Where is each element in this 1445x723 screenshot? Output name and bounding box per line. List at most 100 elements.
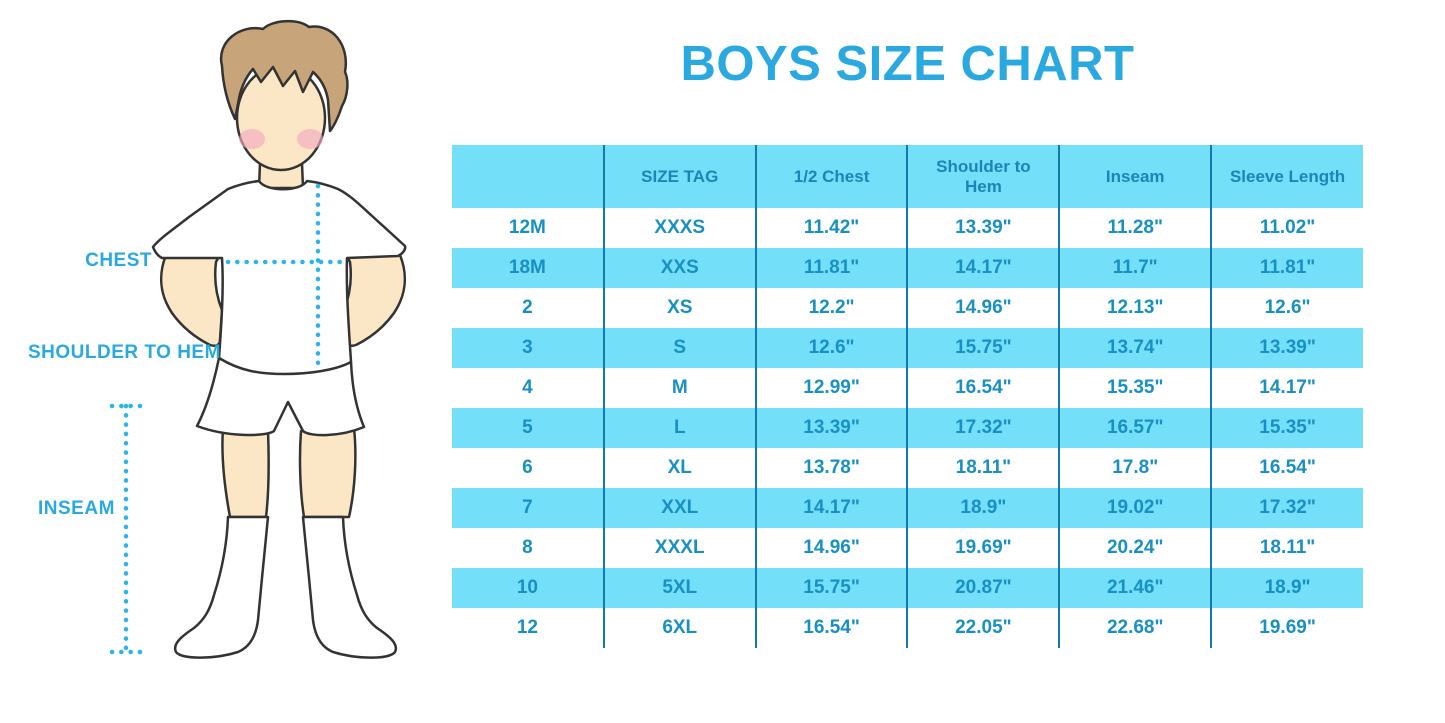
- value-cell: 16.54": [1210, 448, 1363, 488]
- hair: [219, 20, 349, 133]
- chest-label: CHEST: [85, 250, 152, 271]
- value-cell: 13.74": [1058, 328, 1212, 368]
- page-title: BOYS SIZE CHART: [680, 37, 1135, 91]
- table-row: 12M XXXS 11.42" 13.39" 11.28" 11.02": [452, 208, 1363, 248]
- value-cell: 15.75": [754, 568, 908, 608]
- column-header: SIZE TAG: [602, 145, 756, 208]
- value-cell: 18.11": [1210, 528, 1363, 568]
- value-cell: 12.13": [1058, 288, 1212, 328]
- right-blush: [297, 129, 323, 149]
- size-cell: 3: [452, 328, 604, 368]
- value-cell: 12.2": [754, 288, 908, 328]
- value-cell: 14.96": [754, 528, 908, 568]
- size-cell: 7: [452, 488, 604, 528]
- size-cell: 10: [452, 568, 604, 608]
- table-row: 12 6XL 16.54" 22.05" 22.68" 19.69": [452, 608, 1363, 648]
- value-cell: 14.96": [906, 288, 1060, 328]
- table-row: 5 L 13.39" 17.32" 16.57" 15.35": [452, 408, 1363, 448]
- value-cell: 17.32": [1210, 488, 1363, 528]
- left-thigh: [221, 426, 270, 519]
- value-cell: S: [602, 328, 756, 368]
- value-cell: 15.75": [906, 328, 1060, 368]
- value-cell: 18.9": [906, 488, 1060, 528]
- shoulder-to-hem-label: SHOULDER TO HEM: [28, 342, 221, 363]
- value-cell: 15.35": [1058, 368, 1212, 408]
- value-cell: XL: [602, 448, 756, 488]
- value-cell: 14.17": [754, 488, 908, 528]
- value-cell: 13.78": [754, 448, 908, 488]
- value-cell: 19.02": [1058, 488, 1212, 528]
- value-cell: 11.81": [754, 248, 908, 288]
- value-cell: XXXL: [602, 528, 756, 568]
- value-cell: XS: [602, 288, 756, 328]
- size-cell: 12: [452, 608, 604, 648]
- value-cell: 11.7": [1058, 248, 1212, 288]
- table-row: 2 XS 12.2" 14.96" 12.13" 12.6": [452, 288, 1363, 328]
- value-cell: 20.87": [906, 568, 1060, 608]
- size-table: SIZE TAG 1/2 Chest Shoulder to Hem Inseam Sl…: [452, 145, 1363, 648]
- value-cell: 22.68": [1058, 608, 1212, 648]
- size-table-header: SIZE TAG 1/2 Chest Shoulder to Hem Inseam Sl…: [452, 145, 1363, 208]
- table-row: 6 XL 13.78" 18.11" 17.8" 16.54": [452, 448, 1363, 488]
- value-cell: 22.05": [906, 608, 1060, 648]
- t-shirt: [151, 179, 407, 376]
- table-row: 8 XXXL 14.96" 19.69" 20.24" 18.11": [452, 528, 1363, 568]
- boy-illustration: CHEST SHOULDER TO HEM INSEAM: [0, 0, 450, 723]
- value-cell: 12.6": [754, 328, 908, 368]
- value-cell: L: [602, 408, 756, 448]
- table-row: 10 5XL 15.75" 20.87" 21.46" 18.9": [452, 568, 1363, 608]
- size-table-body: 12M XXXS 11.42" 13.39" 11.28" 11.02" 18M XXS 11.…: [452, 208, 1363, 648]
- value-cell: 11.02": [1210, 208, 1363, 248]
- size-cell: 12M: [452, 208, 604, 248]
- value-cell: XXS: [602, 248, 756, 288]
- size-cell: 8: [452, 528, 604, 568]
- value-cell: 20.24": [1058, 528, 1212, 568]
- value-cell: 11.81": [1210, 248, 1363, 288]
- value-cell: 14.17": [906, 248, 1060, 288]
- value-cell: 11.28": [1058, 208, 1212, 248]
- value-cell: 6XL: [602, 608, 756, 648]
- value-cell: 17.32": [906, 408, 1060, 448]
- boy-figure-svg: [109, 20, 407, 659]
- right-sock: [301, 515, 398, 659]
- column-header: Shoulder to Hem: [906, 145, 1060, 208]
- value-cell: 18.11": [906, 448, 1060, 488]
- value-cell: 12.6": [1210, 288, 1363, 328]
- value-cell: M: [602, 368, 756, 408]
- value-cell: 19.69": [906, 528, 1060, 568]
- value-cell: 5XL: [602, 568, 756, 608]
- table-row: 3 S 12.6" 15.75" 13.74" 13.39": [452, 328, 1363, 368]
- value-cell: XXL: [602, 488, 756, 528]
- value-cell: 15.35": [1210, 408, 1363, 448]
- header-row: SIZE TAG 1/2 Chest Shoulder to Hem Inseam Sl…: [452, 145, 1363, 208]
- value-cell: 16.57": [1058, 408, 1212, 448]
- value-cell: 11.42": [754, 208, 908, 248]
- value-cell: 13.39": [754, 408, 908, 448]
- value-cell: 12.99": [754, 368, 908, 408]
- value-cell: 19.69": [1210, 608, 1363, 648]
- column-header: 1/2 Chest: [754, 145, 908, 208]
- value-cell: 21.46": [1058, 568, 1212, 608]
- value-cell: 17.8": [1058, 448, 1212, 488]
- table-row: 4 M 12.99" 16.54" 15.35" 14.17": [452, 368, 1363, 408]
- value-cell: XXXS: [602, 208, 756, 248]
- inseam-label: INSEAM: [38, 498, 115, 519]
- size-cell: 4: [452, 368, 604, 408]
- value-cell: 14.17": [1210, 368, 1363, 408]
- column-header: Inseam: [1058, 145, 1212, 208]
- size-cell: 18M: [452, 248, 604, 288]
- value-cell: 13.39": [906, 208, 1060, 248]
- table-row: 7 XXL 14.17" 18.9" 19.02" 17.32": [452, 488, 1363, 528]
- left-sock: [173, 515, 270, 659]
- table-row: 18M XXS 11.81" 14.17" 11.7" 11.81": [452, 248, 1363, 288]
- left-blush: [239, 129, 265, 149]
- value-cell: 18.9": [1210, 568, 1363, 608]
- value-cell: 16.54": [906, 368, 1060, 408]
- size-cell: 5: [452, 408, 604, 448]
- size-cell: 2: [452, 288, 604, 328]
- column-header: Sleeve Length: [1210, 145, 1363, 208]
- size-cell: 6: [452, 448, 604, 488]
- corner-header-cell: [452, 145, 604, 208]
- value-cell: 13.39": [1210, 328, 1363, 368]
